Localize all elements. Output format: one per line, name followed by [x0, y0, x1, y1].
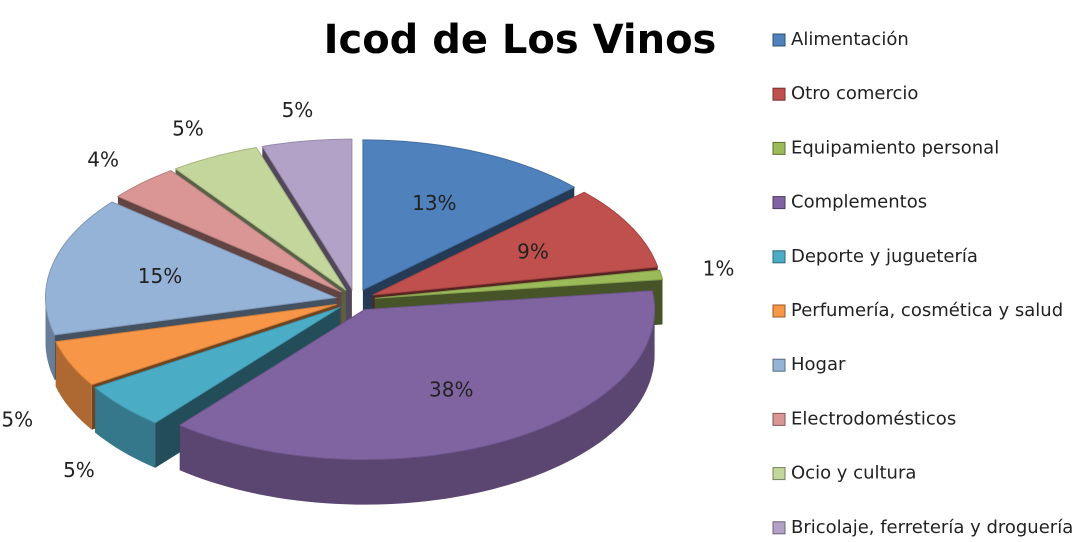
legend-label: Equipamiento personal — [791, 137, 999, 158]
legend-label: Electrodomésticos — [791, 408, 956, 429]
slice — [174, 146, 347, 291]
data-label: 9% — [517, 239, 549, 263]
data-label: 5% — [1, 407, 33, 431]
data-label: 13% — [412, 191, 456, 215]
legend-swatch — [772, 250, 786, 264]
legend-label: Perfumería, cosmética y salud — [791, 300, 1063, 321]
legend-label: Deporte y juguetería — [791, 246, 978, 267]
legend-swatch — [772, 141, 786, 155]
data-label: 38% — [429, 378, 473, 402]
slice — [55, 303, 337, 386]
legend-label: Bricolaje, ferretería y droguería — [791, 517, 1073, 538]
slice — [94, 306, 341, 424]
legend-label: Complementos — [791, 192, 927, 213]
slice-side — [45, 297, 55, 380]
slice — [372, 191, 659, 296]
data-label: 5% — [282, 98, 314, 122]
legend-swatch — [772, 33, 786, 47]
slice-side — [95, 387, 156, 468]
data-label: 15% — [138, 264, 182, 288]
data-label: 4% — [87, 147, 119, 171]
legend-label: Hogar — [791, 354, 846, 375]
legend-swatch — [772, 196, 786, 210]
slice — [261, 138, 353, 291]
legend-label: Alimentación — [791, 29, 909, 50]
legend-label: Ocio y cultura — [791, 463, 916, 484]
data-label: 5% — [63, 458, 95, 482]
data-label: 1% — [703, 257, 735, 281]
legend-swatch — [772, 412, 786, 426]
slice — [374, 269, 664, 299]
legend-swatch — [772, 87, 786, 101]
slice — [178, 290, 656, 461]
slice — [362, 139, 576, 291]
slice — [116, 170, 342, 293]
legend-swatch — [772, 304, 786, 318]
legend-swatch — [772, 521, 786, 535]
slice-side — [55, 341, 92, 430]
data-label: 5% — [172, 116, 204, 140]
legend-swatch — [772, 467, 786, 481]
legend-swatch — [772, 358, 786, 372]
legend-label: Otro comercio — [791, 83, 918, 104]
slice — [45, 201, 338, 336]
chart-title: Icod de Los Vinos — [324, 17, 717, 63]
